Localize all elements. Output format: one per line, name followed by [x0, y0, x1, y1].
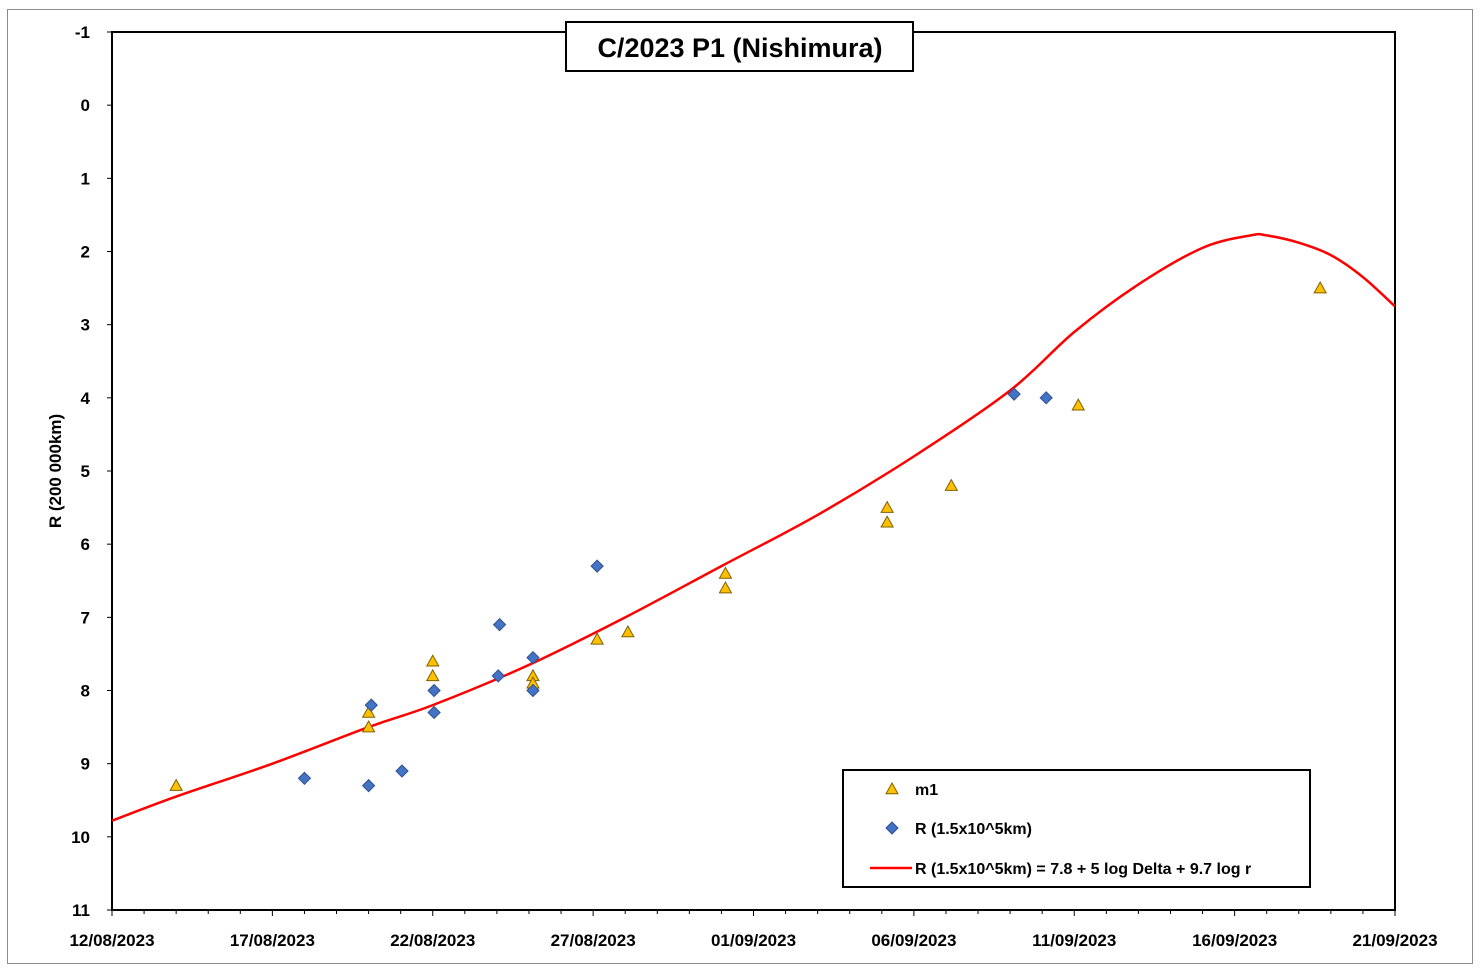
legend-r-marker [885, 821, 899, 835]
m1-point [718, 566, 733, 579]
r-series [297, 387, 1053, 793]
x-tick-label: 12/08/2023 [69, 931, 154, 950]
m1-point [944, 478, 959, 491]
r-point [427, 705, 441, 720]
legend-label: R (1.5x10^5km) [915, 821, 1032, 838]
y-tick-label: 0 [81, 96, 90, 115]
y-tick-label: 10 [71, 828, 90, 847]
y-tick-label: 6 [81, 535, 90, 554]
m1-point [169, 778, 183, 791]
y-tick-label: 5 [81, 462, 90, 481]
r-point [361, 778, 376, 793]
x-tick-label: 21/09/2023 [1352, 931, 1437, 950]
m1-point [361, 705, 376, 718]
y-tick-label: 8 [81, 682, 90, 701]
x-tick-label: 11/09/2023 [1032, 931, 1116, 950]
m1-point [1071, 398, 1086, 411]
r-point [1007, 387, 1021, 401]
m1-point [425, 654, 440, 667]
x-axis: 12/08/2023 17/08/2023 22/08/2023 27/08/2023… [69, 910, 1438, 950]
y-axis-title: R (200 000km) [46, 414, 65, 528]
x-tick-label: 06/09/2023 [871, 931, 956, 950]
r-point [492, 617, 507, 632]
x-tick-label: 27/08/2023 [551, 931, 636, 950]
x-tick-label: 01/09/2023 [711, 931, 796, 950]
x-tick-label: 22/08/2023 [390, 931, 475, 950]
m1-series [169, 281, 1328, 791]
x-tick-label: 17/08/2023 [230, 931, 315, 950]
y-axis: -1 0 1 2 3 4 5 6 7 8 9 10 11 [71, 23, 112, 920]
y-tick-label: 1 [81, 169, 90, 188]
m1-point [590, 632, 604, 645]
y-tick-label: 3 [81, 316, 90, 335]
y-tick-label: 9 [81, 755, 90, 774]
chart-frame [7, 9, 1473, 964]
m1-point [880, 500, 894, 513]
r-point [364, 698, 378, 712]
r-point [526, 683, 540, 698]
m1-point [880, 515, 894, 528]
r-point [427, 683, 441, 698]
r-point [1039, 391, 1053, 405]
legend-label: R (1.5x10^5km) = 7.8 + 5 log Delta + 9.7… [915, 861, 1251, 878]
m1-point [718, 581, 733, 594]
r-point [297, 771, 312, 786]
x-tick-label: 16/09/2023 [1192, 931, 1277, 950]
r-point [526, 650, 540, 665]
m1-point [425, 668, 440, 682]
m1-point [1313, 281, 1328, 294]
y-tick-label: 2 [81, 243, 90, 262]
r-point [491, 669, 505, 683]
r-point [395, 764, 409, 778]
legend: m1 R (1.5x10^5km) R (1.5x10^5km) = 7.8 + 5… [842, 769, 1311, 888]
m1-point [621, 624, 635, 638]
legend-m1-marker [885, 781, 899, 795]
y-tick-label: 7 [81, 608, 90, 627]
chart-title-box: C/2023 P1 (Nishimura) [565, 21, 914, 72]
chart-title: C/2023 P1 (Nishimura) [597, 33, 882, 63]
r-point [590, 559, 604, 573]
legend-label: m1 [915, 782, 938, 799]
y-tick-label: 4 [81, 389, 91, 408]
y-tick-label: 11 [72, 901, 90, 920]
y-tick-label: -1 [75, 23, 90, 42]
m1-point [361, 720, 376, 733]
